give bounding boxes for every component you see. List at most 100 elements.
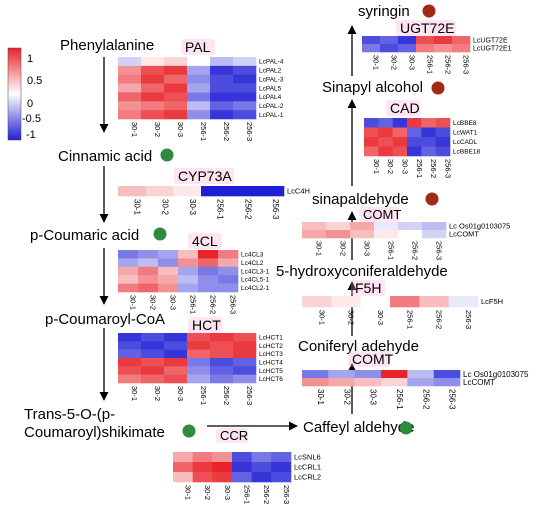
gene-label: LcPAL5 [259, 85, 282, 92]
heatmap-cell [164, 92, 188, 102]
compound-sinapaldehyde: sinapaldehyde [312, 191, 409, 208]
heatmap-cell [118, 65, 142, 76]
heatmap-cell [141, 333, 165, 342]
heatmap-cell [407, 146, 422, 157]
sample-label: 30-1 [315, 241, 324, 256]
gene-label: LcPAL2 [259, 68, 282, 75]
heatmap-cell [164, 366, 188, 375]
sample-label: 256-2 [411, 241, 420, 260]
heatmap-cell [192, 462, 213, 473]
color-legend: 1 0.5 0 -0.5 -1 [7, 47, 42, 141]
heatmap-cell [118, 358, 142, 367]
heatmap-cell [118, 349, 142, 359]
heatmap-cell [198, 250, 219, 259]
gene-label: LcCADL [453, 139, 478, 146]
heatmap-cell [407, 118, 422, 128]
sample-label: 256-2 [429, 159, 438, 178]
sample-label: 30-3 [408, 55, 417, 70]
gene-label: LcWAT1 [453, 130, 478, 137]
sample-label: 30-1 [316, 389, 325, 406]
heatmap-cell [392, 127, 408, 138]
heatmap-cell [164, 374, 188, 384]
heatmap-cell [118, 92, 142, 102]
sample-label: 30-2 [386, 159, 395, 174]
heatmap-cell [378, 146, 393, 157]
sample-label: 256-2 [222, 386, 231, 405]
sample-label: 256-3 [464, 310, 473, 329]
sample-label: 256-3 [462, 55, 471, 74]
heatmap-cell [210, 74, 234, 84]
heatmap-cell [138, 258, 159, 268]
heatmap-cell [421, 146, 436, 157]
heatmap-cell [233, 110, 257, 120]
heatmap-cell [187, 358, 211, 367]
heatmap-cell [390, 296, 420, 308]
heatmap-cell [328, 370, 355, 379]
heatmap-cell [251, 472, 272, 483]
heatmap-cell [158, 283, 179, 293]
heatmap-cell [380, 36, 399, 45]
heatmap-cell [251, 462, 272, 473]
compound-p-coumaric-acid: p-Coumaric acid [30, 227, 139, 244]
green-dot-marker [153, 227, 167, 241]
heatmap-f5h: F5H LcF5H 30-1 30-2 30-3 256-1 256-2 256-3 [302, 280, 503, 329]
heatmap-cell [118, 101, 142, 111]
enzyme-label: HCT [192, 317, 221, 333]
gene-label: LcPAL-3 [259, 76, 284, 83]
heatmap-cell [210, 333, 234, 342]
sample-label: 256-3 [443, 159, 452, 178]
heatmap-cell [192, 472, 213, 483]
heatmap-cell [364, 127, 379, 138]
sample-label: 30-3 [376, 310, 385, 325]
heatmap-cell [187, 349, 211, 359]
heatmap-cell [118, 333, 142, 342]
heatmap-cell [233, 83, 257, 93]
heatmap-cell [187, 92, 211, 102]
heatmap-cell [435, 137, 451, 147]
gene-label: LcUGT72E [473, 37, 508, 44]
brown-dot-marker [431, 81, 445, 95]
heatmap-cell [360, 296, 391, 308]
heatmap-cell [434, 36, 453, 45]
heatmap-cell [178, 250, 199, 259]
heatmap-cell [302, 370, 329, 379]
heatmap-cell [407, 127, 422, 138]
heatmap-cell [398, 36, 417, 45]
heatmap-cell [141, 74, 165, 84]
heatmap-cell [233, 57, 257, 67]
enzyme-label: 4CL [192, 233, 218, 249]
heatmap-cell [164, 57, 188, 67]
sample-label: 256-2 [209, 295, 218, 314]
heatmap-cell [141, 341, 165, 350]
gene-label: LcF5H [481, 297, 503, 306]
sample-label: 30-2 [153, 122, 162, 137]
heatmap-cell [271, 472, 292, 483]
heatmap-cell [210, 57, 234, 67]
sample-label: 256-1 [242, 485, 251, 504]
sample-label: 256-3 [229, 295, 238, 314]
heatmap-cell [164, 358, 188, 367]
heatmap-cell [331, 296, 361, 308]
enzyme-label: COMT [352, 351, 394, 367]
green-dot-marker [160, 148, 174, 162]
gene-label: LcPAL-4 [259, 59, 284, 66]
heatmap-cad: CAD LcBBE8 LcWAT1 LcCADL LcBBE18 30-1 30-2 30-3… [364, 100, 480, 178]
sample-label: 30-1 [133, 199, 142, 216]
sample-label: 256-2 [222, 122, 231, 141]
heatmap-cell [392, 146, 408, 157]
compound-trans5-line2: Coumaroyl)shikimate [24, 424, 165, 441]
sample-label: 30-1 [130, 122, 139, 137]
heatmap-cell [326, 222, 351, 231]
heatmap-cell [212, 452, 233, 463]
heatmap-cell [164, 83, 188, 93]
sample-label: 30-2 [160, 199, 169, 216]
heatmap-cell [302, 230, 327, 239]
green-dot-marker [182, 424, 196, 438]
enzyme-label-glow [396, 20, 457, 36]
heatmap-cell [302, 296, 332, 308]
sample-label: 256-3 [282, 485, 291, 504]
heatmap-cell [141, 366, 165, 375]
heatmap-cell [118, 283, 139, 293]
